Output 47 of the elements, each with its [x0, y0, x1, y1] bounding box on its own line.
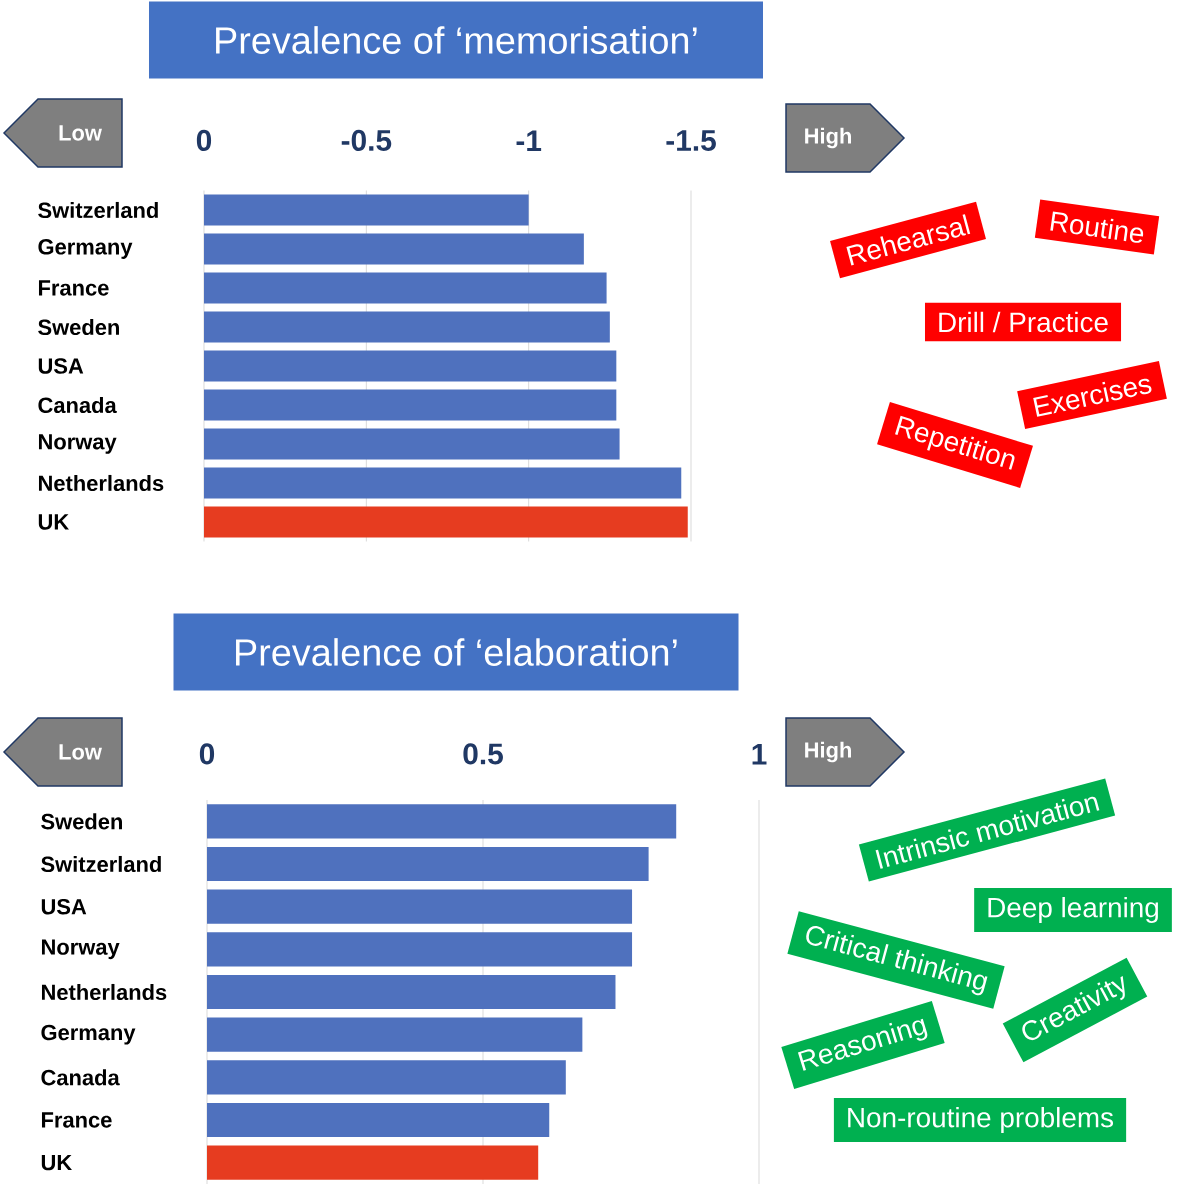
text: High	[805, 741, 851, 763]
y-tick-label: Netherlands	[41, 983, 167, 1001]
y-tick-label: UK	[41, 1155, 72, 1171]
bar	[207, 1145, 539, 1180]
x-tick-label: -0.5	[341, 129, 392, 151]
bar	[207, 1102, 550, 1138]
bar	[207, 889, 633, 924]
bar	[207, 1017, 583, 1052]
x-tick-label: -1.5	[666, 130, 716, 151]
y-tick-label: Norway	[41, 939, 120, 960]
bar	[207, 932, 633, 967]
y-tick-label: Canada	[38, 396, 117, 414]
y-tick-label: Netherlands	[38, 474, 164, 492]
y-tick-label: USA	[41, 898, 87, 915]
bar	[207, 1060, 566, 1095]
text: Low	[59, 125, 102, 141]
y-tick-label: Canada	[41, 1069, 120, 1086]
y-tick-label: Sweden	[41, 813, 122, 830]
x-tick-label: -1	[516, 130, 542, 151]
bar	[207, 846, 649, 882]
y-tick-label: Sweden	[38, 318, 119, 336]
x-tick-label: 0.5	[463, 743, 503, 765]
x-tick-label: 0	[199, 743, 215, 765]
text: Intrinsic motivation	[875, 796, 1100, 869]
text: Deep learning	[988, 897, 1158, 923]
y-tick-label: Germany	[38, 239, 133, 259]
y-tick-label: Norway	[38, 434, 117, 454]
y-tick-label: UK	[38, 514, 69, 530]
text: Critical thinking	[806, 926, 988, 996]
x-tick-label: 1	[752, 743, 767, 765]
text: Non-routine problems	[848, 1107, 1114, 1133]
chart-title: Prevalence of ‘memorisation’	[216, 26, 697, 54]
x-tick-label: 0	[196, 129, 212, 151]
y-tick-label: USA	[38, 358, 84, 374]
y-tick-label: Switzerland	[41, 855, 161, 873]
y-tick-label: Switzerland	[38, 201, 158, 219]
text: Routine	[1050, 211, 1144, 243]
text: Exercises	[1033, 378, 1152, 417]
text: Low	[59, 744, 102, 760]
y-tick-label: France	[38, 280, 109, 296]
chart-title: Prevalence of ‘elaboration’	[236, 638, 677, 666]
text: High	[805, 127, 851, 149]
y-tick-label: France	[41, 1112, 112, 1128]
bar	[207, 804, 677, 839]
text: Drill / Practice	[939, 311, 1108, 333]
y-tick-label: Germany	[41, 1024, 136, 1045]
bar	[207, 974, 616, 1010]
